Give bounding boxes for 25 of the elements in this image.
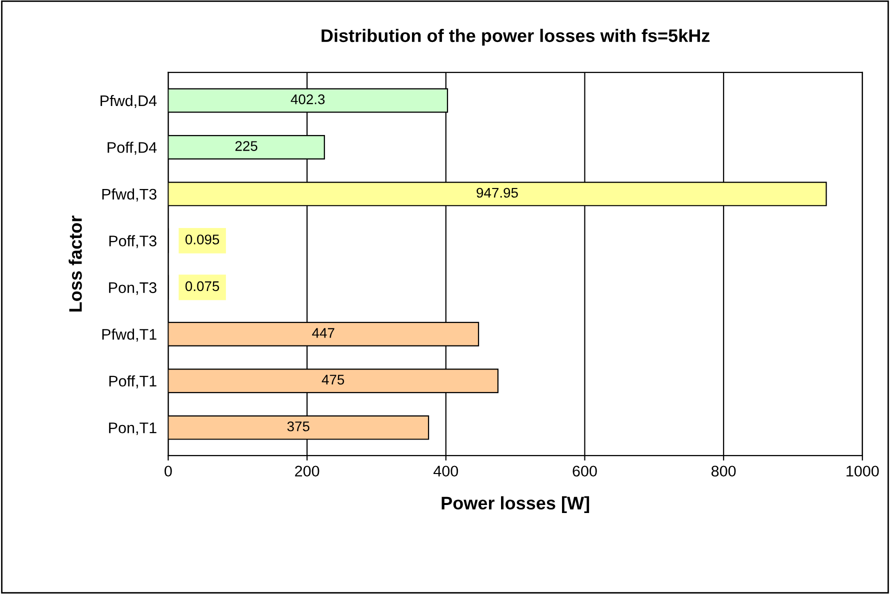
y-tick-label: Poff,T1 — [109, 375, 156, 388]
x-tick-label: 600 — [572, 466, 597, 477]
data-label: 402.3 — [290, 94, 325, 104]
y-tick-label: Poff,D4 — [108, 142, 157, 155]
x-axis-title: Power losses [W] — [442, 496, 590, 514]
x-tick-label: 800 — [711, 466, 736, 477]
y-tick-label: Pfwd,D4 — [100, 94, 157, 108]
y-tick-label: Pfwd,T3 — [102, 188, 156, 202]
x-tick-label: 0 — [164, 466, 172, 477]
data-label: 225 — [235, 141, 258, 151]
x-tick-label: 1000 — [846, 466, 879, 477]
data-label: 0.095 — [185, 234, 220, 244]
data-label: 375 — [287, 421, 310, 432]
data-label: 447 — [312, 328, 334, 338]
y-axis-title: Loss factor — [68, 216, 82, 312]
y-tick-label: Pon,T3 — [109, 282, 156, 295]
data-label: 475 — [322, 374, 344, 385]
data-label: 947.95 — [476, 188, 518, 198]
y-tick-label: Poff,T3 — [109, 235, 156, 248]
chart-title: Distribution of the power losses with fs=5kHz — [322, 28, 710, 46]
data-label: 0.075 — [185, 281, 220, 292]
x-tick-label: 400 — [433, 466, 458, 477]
y-tick-label: Pon,T1 — [109, 422, 156, 436]
x-tick-label: 200 — [295, 466, 320, 477]
y-tick-label: Pfwd,T1 — [102, 328, 156, 342]
